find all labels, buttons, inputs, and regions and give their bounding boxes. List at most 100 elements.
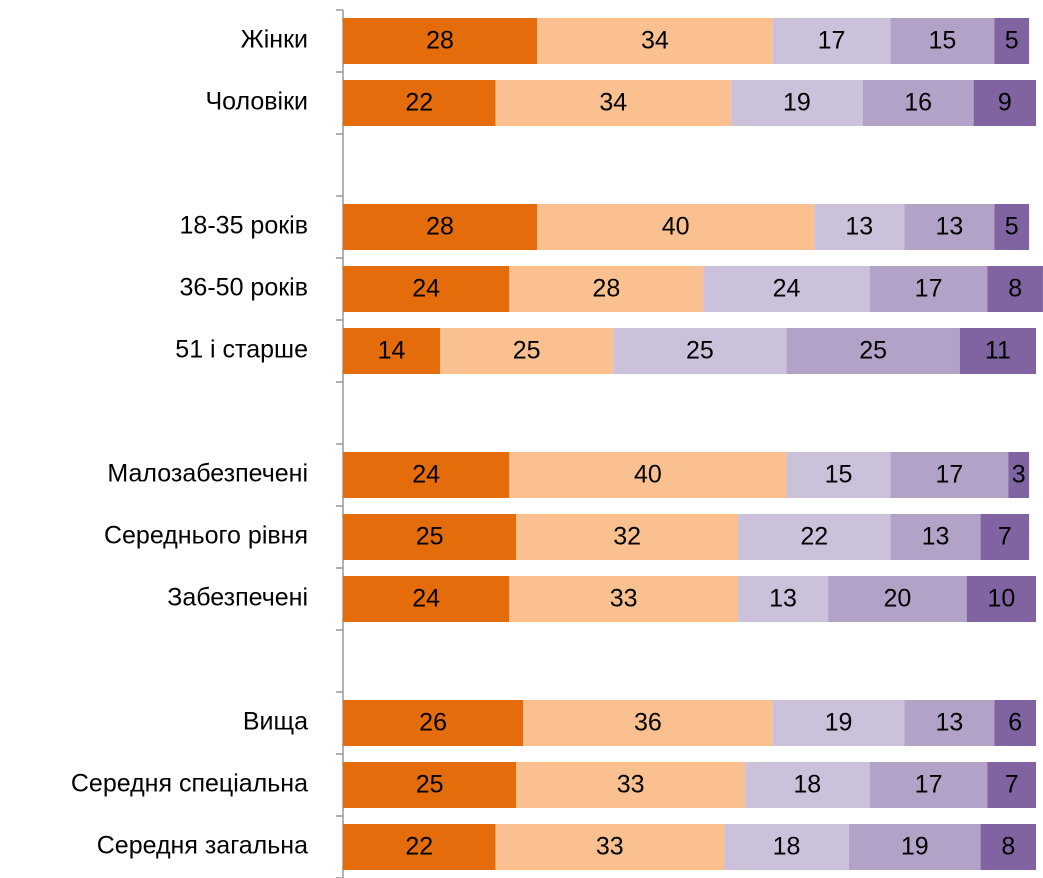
bar-segment: [343, 824, 496, 870]
category-label: Чоловіки: [205, 88, 308, 116]
bar-segment: [703, 266, 870, 312]
bar-segment: [343, 576, 510, 622]
category-label: 18-35 років: [180, 212, 308, 240]
category-label: 36-50 років: [180, 274, 308, 302]
value-label: 5: [1005, 213, 1019, 241]
value-label: 32: [613, 523, 641, 551]
category-label: Середня спеціальна: [71, 770, 308, 798]
value-label: 18: [773, 833, 801, 861]
value-label: 22: [800, 523, 828, 551]
value-label: 19: [825, 709, 853, 737]
value-label: 19: [783, 89, 811, 117]
value-label: 13: [935, 213, 963, 241]
category-label: 51 і старше: [175, 336, 308, 364]
value-label: 14: [378, 337, 406, 365]
value-label: 25: [859, 337, 887, 365]
bar-segment: [890, 18, 995, 64]
value-label: 11: [985, 337, 1011, 365]
bar-segment: [890, 452, 1009, 498]
bar-segment: [959, 328, 1036, 374]
value-label: 24: [773, 275, 801, 303]
bar-segment: [440, 328, 614, 374]
bar-segment: [738, 514, 891, 560]
bar-segment: [343, 18, 538, 64]
bar-segment: [343, 762, 517, 808]
value-label: 9: [998, 89, 1012, 117]
bar-segment: [343, 204, 538, 250]
value-label: 34: [599, 89, 627, 117]
value-label: 6: [1008, 709, 1022, 737]
bar-segment: [738, 576, 829, 622]
bar-segment: [786, 328, 960, 374]
value-label: 26: [419, 709, 447, 737]
value-label: 24: [412, 461, 440, 489]
bar-segment: [786, 452, 891, 498]
bar-segment: [994, 700, 1036, 746]
bar-segment: [724, 824, 849, 870]
bar-segment: [613, 328, 787, 374]
bar-segment: [904, 204, 995, 250]
value-label: 13: [922, 523, 950, 551]
category-label: Забезпечені: [167, 584, 308, 612]
value-label: 13: [845, 213, 873, 241]
category-label: Середнього рівня: [104, 522, 308, 550]
bar-segment: [973, 80, 1036, 126]
bar-segment: [994, 18, 1030, 64]
bar-segment: [848, 824, 981, 870]
bar-segment: [814, 204, 905, 250]
value-label: 7: [998, 523, 1012, 551]
value-label: 8: [1001, 833, 1015, 861]
category-label: Жінки: [241, 26, 308, 54]
bar-segment: [537, 18, 773, 64]
bar-segment: [343, 266, 510, 312]
bar-segment: [731, 80, 863, 126]
bar-segment: [509, 576, 739, 622]
bar-segment: [980, 514, 1030, 560]
bar-segment: [869, 762, 988, 808]
bar-segment: [772, 18, 891, 64]
value-label: 15: [825, 461, 853, 489]
bar-segment: [987, 762, 1036, 808]
bar-segment: [862, 80, 974, 126]
value-label: 24: [412, 275, 440, 303]
bar-segment: [980, 824, 1036, 870]
bar-segment: [516, 762, 745, 808]
bar-segment: [523, 700, 773, 746]
bar-segment: [828, 576, 967, 622]
value-label: 17: [915, 275, 943, 303]
value-label: 13: [769, 585, 797, 613]
bar-segment: [987, 266, 1043, 312]
category-label: Вища: [243, 708, 308, 736]
value-label: 25: [686, 337, 714, 365]
bar-segment: [772, 700, 905, 746]
bar-segment: [994, 204, 1030, 250]
bar-segment: [904, 700, 995, 746]
value-label: 5: [1005, 27, 1019, 55]
value-label: 10: [987, 585, 1015, 613]
bar-segment: [509, 266, 704, 312]
value-label: 22: [405, 833, 433, 861]
value-label: 15: [929, 27, 957, 55]
value-label: 8: [1008, 275, 1022, 303]
bar-segment: [343, 328, 441, 374]
value-label: 7: [1005, 771, 1019, 799]
value-label: 25: [416, 771, 444, 799]
bar-segment: [890, 514, 981, 560]
category-label: Середня загальна: [97, 832, 308, 860]
value-label: 24: [412, 585, 440, 613]
bar-segment: [966, 576, 1036, 622]
bar-segment: [869, 266, 988, 312]
value-label: 20: [883, 585, 911, 613]
value-label: 28: [426, 213, 454, 241]
value-label: 36: [634, 709, 662, 737]
value-label: 25: [416, 523, 444, 551]
value-label: 40: [662, 213, 690, 241]
value-label: 13: [935, 709, 963, 737]
value-label: 33: [596, 833, 624, 861]
bar-segment: [537, 204, 815, 250]
category-label: Малозабезпечені: [107, 460, 308, 488]
value-label: 25: [513, 337, 541, 365]
value-label: 28: [426, 27, 454, 55]
